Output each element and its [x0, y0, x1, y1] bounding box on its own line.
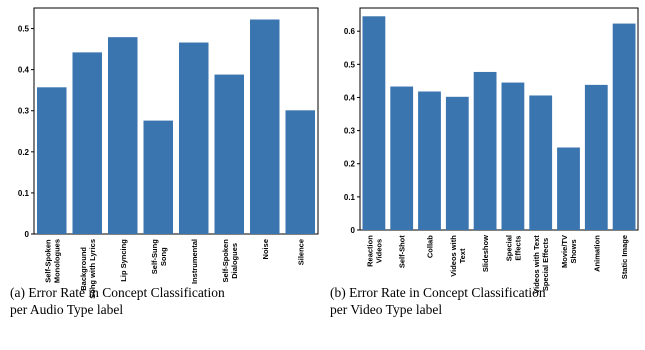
- bar: [501, 82, 525, 230]
- x-tick-label-line: Shows: [569, 239, 578, 263]
- bar: [214, 74, 244, 234]
- x-tick-label-line: Animation: [592, 235, 601, 272]
- x-tick-label: Silence: [296, 239, 305, 265]
- bar: [418, 91, 441, 230]
- bar: [473, 71, 497, 231]
- y-tick-label: 0.5: [344, 60, 356, 69]
- y-tick-label: 0.1: [344, 193, 356, 202]
- caption-line: (a) Error Rate in Concept Classification: [10, 285, 225, 300]
- bar: [584, 84, 608, 230]
- x-tick-label: Lip Syncing: [119, 239, 128, 282]
- x-tick-label: Videos withText: [449, 235, 467, 277]
- x-tick-label: Self-SpokenDialogues: [221, 239, 239, 283]
- x-tick-label-line: Static Image: [620, 235, 629, 279]
- x-tick-label-line: Collab: [426, 235, 435, 258]
- x-tick-label-line: Slideshow: [481, 235, 490, 272]
- bar: [179, 42, 209, 235]
- x-tick-label-line: Movie/TV: [560, 235, 569, 268]
- x-tick-label-line: Song: [159, 247, 168, 266]
- y-tick-label: 0.3: [344, 127, 356, 136]
- x-tick-label-line: Reaction: [365, 235, 374, 267]
- x-tick-label: Slideshow: [481, 235, 490, 272]
- y-tick-label: 0.3: [18, 107, 30, 116]
- x-tick-label-line: Background: [79, 247, 88, 291]
- x-tick-label: Static Image: [620, 235, 629, 279]
- x-tick-label-line: Monologues: [52, 239, 61, 283]
- plot-frame: [359, 7, 639, 231]
- x-tick-label-line: Special Effects: [541, 238, 550, 291]
- caption-line: (b) Error Rate in Concept Classification: [330, 285, 546, 300]
- y-tick-label: 0.5: [18, 25, 30, 34]
- x-tick-label-line: Effects: [513, 236, 522, 261]
- bar: [250, 19, 280, 234]
- y-tick-label: 0: [25, 230, 30, 239]
- x-tick-label: Self-Shot: [398, 235, 407, 268]
- x-tick-label: Instrumental: [190, 239, 199, 284]
- bar: [37, 87, 67, 235]
- x-tick-label: BackgroundSong with Lyrics: [79, 239, 97, 299]
- x-tick-label: Animation: [592, 235, 601, 272]
- x-tick-label-line: Dialogues: [230, 243, 239, 279]
- x-tick-label: Self-SpokenMonologues: [43, 239, 61, 283]
- x-tick-label-line: Self-Sung: [150, 239, 159, 274]
- x-tick-label: SpecialEffects: [504, 235, 522, 261]
- caption-line: per Video Type label: [330, 302, 442, 317]
- bar: [445, 96, 469, 230]
- x-tick-label-line: Self-Spoken: [221, 239, 230, 283]
- y-tick-label: 0.4: [18, 66, 30, 75]
- bar: [72, 52, 102, 235]
- x-tick-label-line: Lip Syncing: [119, 239, 128, 282]
- y-tick-label: 0.4: [344, 93, 356, 102]
- x-tick-label-line: Videos: [374, 239, 383, 263]
- x-tick-label-line: Instrumental: [190, 239, 199, 284]
- x-tick-label-line: Noise: [261, 239, 270, 259]
- x-tick-label: Self-SungSong: [150, 239, 168, 274]
- x-tick-label: Videos with TextSpecial Effects: [532, 235, 550, 294]
- x-tick-label: Collab: [426, 235, 435, 258]
- x-tick-label: ReactionVideos: [365, 235, 383, 267]
- bar: [612, 23, 636, 230]
- x-tick-label-line: Videos with Text: [532, 235, 541, 294]
- caption-line: per Audio Type label: [10, 302, 123, 317]
- x-tick-label-line: Text: [458, 248, 467, 263]
- y-tick-label: 0.6: [344, 27, 356, 36]
- x-tick-label-line: Self-Spoken: [43, 239, 52, 283]
- x-tick-label: Noise: [261, 239, 270, 259]
- y-tick-label: 0.1: [18, 189, 30, 198]
- plot-frame: [33, 7, 319, 235]
- x-tick-label-line: Self-Shot: [398, 235, 407, 268]
- x-tick-label: Movie/TVShows: [560, 235, 578, 268]
- y-tick-label: 0.2: [344, 160, 356, 169]
- bar: [390, 86, 414, 231]
- x-tick-label-line: Special: [504, 235, 513, 261]
- bar: [285, 110, 315, 234]
- bar: [557, 147, 580, 230]
- bar: [108, 37, 138, 234]
- x-tick-label-line: Silence: [296, 239, 305, 265]
- x-tick-label-line: Videos with: [449, 235, 458, 277]
- chart-b: 0 0.1 0.2 0.3 0.4 0.5 0.6 ReactionVideos Self-Sh…: [330, 7, 639, 317]
- x-tick-label-line: Song with Lyrics: [88, 239, 97, 299]
- y-tick-label: 0: [351, 226, 356, 235]
- bar: [143, 120, 173, 234]
- bar: [362, 16, 386, 230]
- y-tick-label: 0.2: [18, 148, 30, 157]
- bar: [529, 95, 553, 230]
